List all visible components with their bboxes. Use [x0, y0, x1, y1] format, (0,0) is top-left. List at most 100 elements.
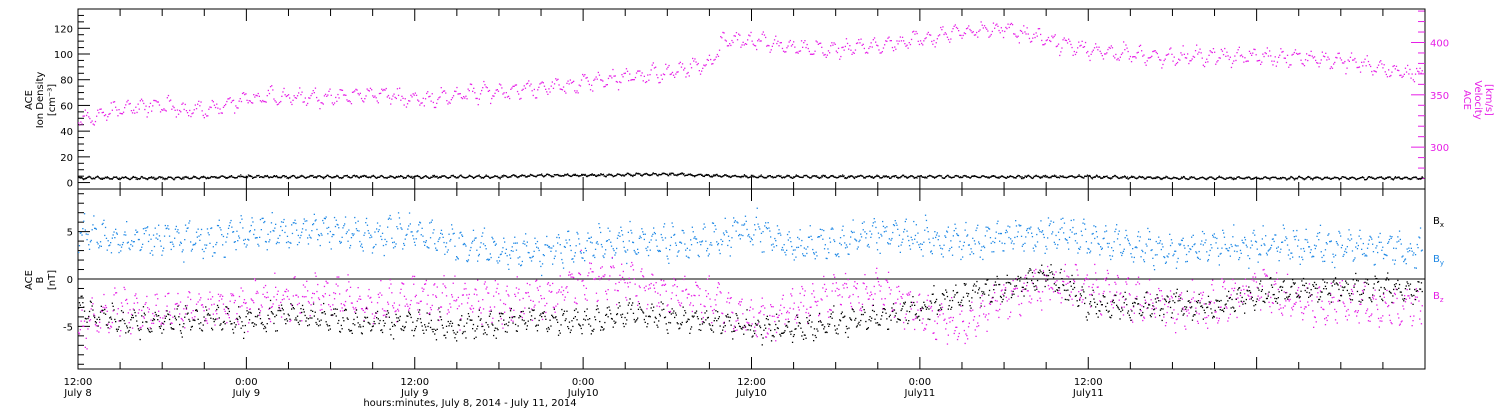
velocity-series-point	[967, 27, 969, 29]
by-series-point	[1331, 261, 1333, 263]
density-series-point	[607, 174, 609, 176]
velocity-series-point	[785, 51, 787, 53]
density-series-point	[1312, 179, 1314, 181]
velocity-series-point	[380, 92, 382, 94]
density-series-point	[794, 176, 796, 178]
velocity-series-point	[152, 105, 154, 107]
density-series-point	[106, 177, 108, 179]
by-series-point	[940, 253, 943, 255]
velocity-series-point	[1145, 64, 1147, 66]
density-series-point	[583, 174, 585, 176]
velocity-series-point	[1410, 77, 1412, 79]
velocity-series-point	[754, 45, 757, 47]
density-series-point	[211, 176, 213, 178]
density-series-point	[943, 177, 945, 179]
density-series-point	[384, 177, 386, 179]
velocity-series-point	[1260, 63, 1262, 65]
density-series-point	[1028, 175, 1030, 177]
density-series-point	[397, 175, 400, 177]
by-series-point	[1058, 238, 1061, 241]
density-series-point	[835, 176, 837, 178]
density-series-point	[407, 174, 409, 177]
density-series-point	[1208, 176, 1211, 178]
density-series-point	[1317, 176, 1319, 179]
density-series-point	[177, 176, 179, 178]
density-series-point	[418, 176, 420, 178]
velocity-series-point	[284, 94, 286, 96]
by-series-point	[922, 255, 924, 257]
density-series-point	[1030, 176, 1032, 178]
by-series-point	[91, 229, 93, 231]
by-series-point	[248, 231, 251, 233]
by-series-point	[1053, 241, 1055, 243]
density-series-point	[974, 175, 976, 177]
by-series-point	[882, 220, 884, 223]
density-series-point	[828, 176, 830, 179]
by-series-point	[1339, 232, 1341, 234]
velocity-series-point	[204, 113, 207, 115]
by-series-point	[301, 231, 303, 233]
density-series-point	[478, 174, 480, 176]
density-series-point	[480, 177, 482, 179]
by-series-point	[445, 246, 447, 248]
density-series-point	[1297, 177, 1299, 179]
density-series-point	[230, 175, 232, 177]
by-series-point	[1105, 225, 1107, 227]
velocity-series-point	[811, 53, 813, 55]
by-series-point	[885, 230, 887, 232]
by-series-point	[727, 244, 729, 247]
by-series-point	[976, 227, 978, 229]
by-series-point	[391, 237, 393, 239]
by-series-point	[940, 247, 942, 249]
density-series-point	[1418, 178, 1420, 180]
by-series-point	[795, 256, 797, 258]
velocity-series-point	[752, 43, 754, 45]
by-series-point	[1391, 236, 1393, 238]
velocity-series-point	[723, 32, 725, 34]
density-series-point	[1390, 178, 1392, 180]
by-series-point	[857, 246, 859, 248]
density-series-point	[1126, 176, 1129, 178]
by-series-point	[1324, 260, 1326, 262]
density-series-point	[1100, 177, 1103, 179]
density-series-point	[244, 176, 246, 179]
by-series-point	[1412, 254, 1414, 256]
by-series-point	[988, 228, 991, 230]
density-series-point	[545, 173, 548, 176]
density-series-point	[412, 177, 414, 179]
density-series-point	[987, 176, 990, 178]
velocity-series-point	[274, 100, 276, 102]
by-series-point	[914, 234, 917, 237]
density-series-point	[104, 177, 106, 180]
by-series-point	[498, 260, 501, 262]
density-series-point	[364, 175, 366, 177]
density-series-point	[1279, 177, 1282, 179]
density-series-point	[409, 175, 411, 177]
density-series-point	[1034, 175, 1036, 178]
density-series-point	[1249, 177, 1251, 179]
velocity-series-point	[688, 75, 690, 77]
by-series-point	[405, 234, 407, 236]
density-series-point	[1130, 176, 1132, 178]
velocity-series-point	[1083, 46, 1086, 48]
density-series-point	[1295, 177, 1298, 180]
by-series-point	[1142, 250, 1144, 253]
by-series-point	[1175, 267, 1178, 269]
by-series-point	[873, 218, 875, 220]
by-series-point	[507, 263, 509, 266]
density-series-point	[563, 175, 565, 177]
by-series-point	[149, 252, 151, 254]
density-series-point	[1220, 176, 1223, 178]
density-series-point	[1151, 177, 1153, 179]
by-series-point	[778, 229, 780, 231]
by-series-point	[1299, 263, 1301, 265]
density-series-point	[902, 174, 904, 176]
density-series-point	[931, 175, 933, 177]
density-series-point	[527, 175, 529, 177]
by-series-point	[1012, 248, 1014, 250]
velocity-series-point	[995, 24, 997, 26]
density-series-point	[595, 175, 597, 177]
velocity-series-point	[900, 40, 903, 42]
density-series-point	[532, 175, 534, 177]
density-series-point	[827, 177, 829, 179]
